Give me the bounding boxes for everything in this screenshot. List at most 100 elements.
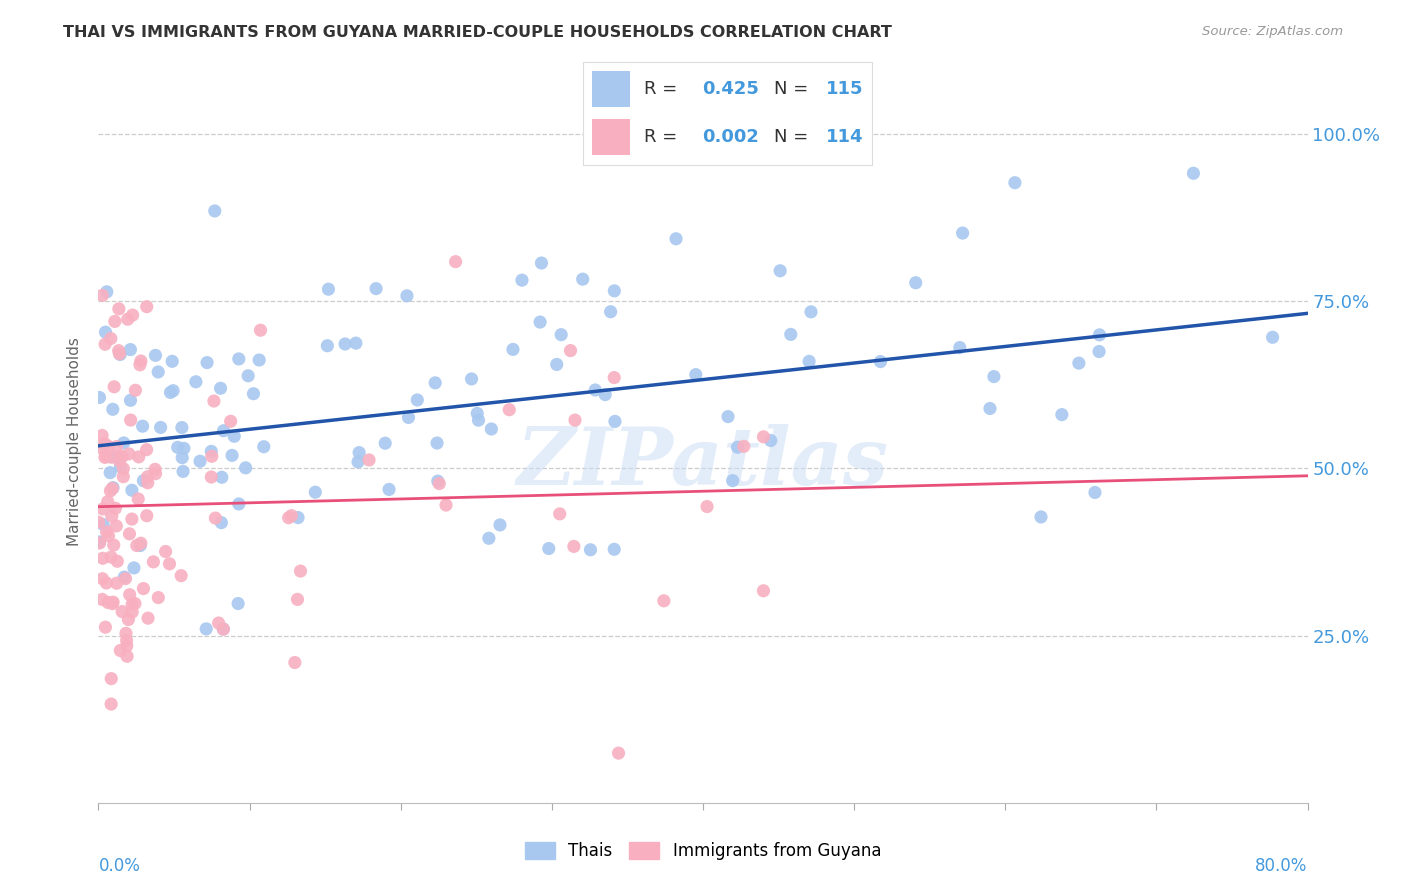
Point (91, 517, 114, 532)
Point (100, 332, 122, 346)
Point (478, 531, 501, 545)
Point (94, 620, 117, 634)
Point (117, 613, 139, 627)
Point (721, 474, 744, 488)
Point (537, 541, 560, 556)
Point (200, 444, 222, 458)
Point (1004, 176, 1026, 190)
Point (498, 402, 520, 417)
Point (599, 304, 621, 318)
Point (979, 401, 1001, 416)
Point (121, 483, 143, 498)
Point (155, 544, 177, 558)
Point (94, 436, 117, 450)
Point (129, 354, 152, 368)
Point (665, 232, 688, 246)
Point (467, 413, 489, 427)
Point (583, 383, 606, 397)
Point (159, 385, 181, 400)
Point (118, 447, 141, 461)
Point (125, 539, 148, 553)
Point (132, 582, 155, 596)
Point (460, 372, 482, 386)
Point (172, 464, 194, 478)
Point (135, 508, 157, 523)
Point (562, 540, 585, 554)
FancyBboxPatch shape (592, 70, 630, 106)
Point (100, 483, 122, 498)
Point (97, 494, 120, 508)
Point (114, 572, 136, 586)
Point (304, 485, 326, 500)
Point (426, 436, 449, 450)
Point (184, 375, 207, 389)
Point (172, 450, 194, 465)
Point (124, 597, 146, 611)
Point (221, 449, 243, 463)
Point (162, 384, 184, 398)
Text: N =: N = (773, 128, 814, 145)
Point (115, 626, 138, 640)
Point (1182, 166, 1205, 180)
Point (98, 466, 121, 480)
Point (195, 355, 218, 369)
Point (603, 542, 626, 557)
Text: 114: 114 (825, 128, 863, 145)
Point (103, 538, 125, 552)
Point (209, 381, 232, 395)
Y-axis label: Married-couple Households: Married-couple Households (67, 337, 83, 546)
Point (253, 440, 276, 454)
Point (87, 515, 110, 529)
Point (779, 327, 801, 342)
Point (118, 526, 141, 541)
Legend: Thais, Immigrants from Guyana: Thais, Immigrants from Guyana (519, 835, 887, 867)
Point (378, 483, 401, 497)
Point (201, 450, 224, 464)
Point (287, 592, 309, 607)
Point (983, 369, 1005, 384)
Point (127, 491, 149, 506)
Point (104, 501, 127, 516)
Point (759, 434, 782, 448)
Text: ZIPatlas: ZIPatlas (517, 425, 889, 502)
Point (103, 380, 125, 394)
Point (110, 450, 132, 464)
Text: 0.425: 0.425 (702, 79, 759, 97)
Point (170, 420, 193, 434)
Point (91, 551, 114, 566)
Point (94, 337, 117, 351)
Point (208, 615, 231, 630)
Text: THAI VS IMMIGRANTS FROM GUYANA MARRIED-COUPLE HOUSEHOLDS CORRELATION CHART: THAI VS IMMIGRANTS FROM GUYANA MARRIED-C… (63, 25, 893, 40)
Point (120, 393, 142, 408)
Point (212, 424, 235, 438)
Point (105, 519, 128, 533)
Point (188, 454, 211, 468)
Point (427, 476, 450, 491)
Point (204, 511, 226, 525)
Point (96, 285, 118, 299)
Point (425, 376, 447, 390)
Point (118, 588, 141, 602)
Point (124, 384, 146, 398)
Text: 0.002: 0.002 (702, 128, 759, 145)
Point (696, 500, 718, 514)
Point (212, 622, 235, 636)
Point (100, 550, 122, 565)
Point (236, 368, 259, 383)
Point (148, 365, 170, 379)
Point (195, 622, 218, 636)
Point (149, 420, 172, 434)
Point (1088, 344, 1111, 359)
Point (135, 300, 157, 314)
Point (398, 410, 420, 425)
Point (89, 535, 111, 549)
Point (121, 597, 143, 611)
Point (108, 347, 131, 361)
Point (136, 475, 159, 490)
Point (100, 672, 122, 686)
Point (717, 409, 740, 424)
Point (112, 570, 135, 584)
Text: 0.0%: 0.0% (98, 857, 141, 875)
Point (249, 323, 271, 337)
Point (91, 428, 114, 442)
